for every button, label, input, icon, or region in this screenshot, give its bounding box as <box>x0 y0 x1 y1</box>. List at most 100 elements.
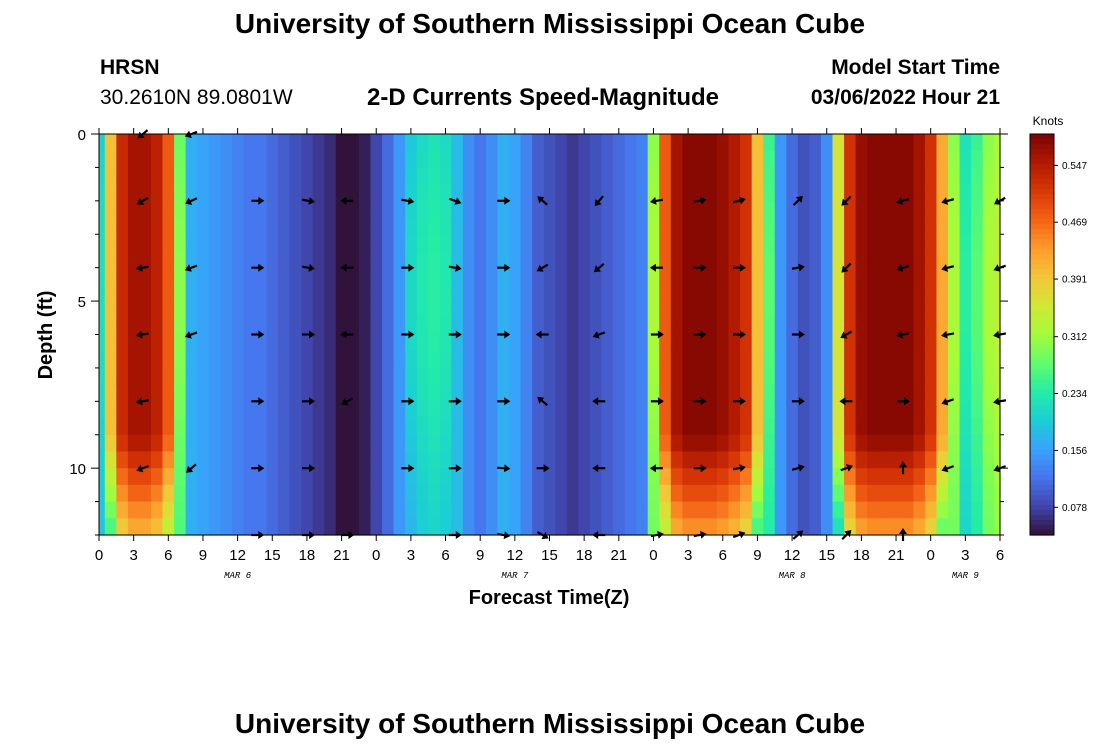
heatmap-cell <box>751 217 764 235</box>
current-arrow-head <box>340 330 347 339</box>
heatmap-cell <box>774 351 787 369</box>
heatmap-cell <box>335 267 348 285</box>
heatmap-cell <box>959 217 972 235</box>
heatmap-cell <box>231 200 244 219</box>
heatmap-cell <box>901 401 914 419</box>
heatmap-cell <box>774 234 787 252</box>
heatmap-cell <box>936 334 949 352</box>
heatmap-cell <box>555 200 568 219</box>
heatmap-cell <box>208 317 221 336</box>
heatmap-cell <box>832 167 845 185</box>
heatmap-cell <box>278 284 291 302</box>
heatmap-cell <box>936 501 949 519</box>
heatmap-cell <box>439 518 452 536</box>
heatmap-cell <box>716 150 730 169</box>
heatmap-cell <box>832 451 845 469</box>
heatmap-cell <box>901 468 914 486</box>
heatmap-cell <box>786 501 799 519</box>
heatmap-cell <box>809 317 822 336</box>
colorbar-tick-label: 0.469 <box>1062 218 1087 229</box>
heatmap-cell <box>820 351 834 369</box>
heatmap-cell <box>243 351 256 369</box>
heatmap-cell <box>982 451 995 469</box>
heatmap-cell <box>358 217 372 235</box>
heatmap-cell <box>901 334 914 352</box>
heatmap-cell <box>301 351 314 369</box>
heatmap-cell <box>485 351 499 369</box>
heatmap-cell <box>913 134 926 152</box>
heatmap-cell <box>324 150 337 169</box>
heatmap-cell <box>174 484 187 503</box>
heatmap-cell <box>832 234 845 252</box>
heatmap-cell <box>566 501 579 519</box>
heatmap-cell <box>243 468 256 486</box>
heatmap-cell <box>705 434 718 453</box>
heatmap-cell <box>104 200 117 219</box>
current-arrow-head <box>137 131 145 139</box>
heatmap-cell <box>844 334 857 352</box>
heatmap-cell <box>740 284 753 302</box>
heatmap-cell <box>786 434 799 453</box>
heatmap-cell <box>624 384 637 402</box>
heatmap-cell <box>578 301 591 319</box>
heatmap-cell <box>139 267 152 285</box>
heatmap-cell <box>358 250 372 269</box>
heatmap-cell <box>451 134 464 152</box>
current-arrow <box>732 397 746 406</box>
heatmap-cell <box>428 184 441 202</box>
heatmap-cell <box>520 267 533 285</box>
heatmap-cell <box>659 167 672 185</box>
colorbar-segment <box>1030 469 1054 476</box>
heatmap-cell <box>416 150 429 169</box>
heatmap-cell <box>982 384 995 402</box>
current-arrow <box>896 197 910 205</box>
heatmap-cell <box>416 284 429 302</box>
heatmap-cell <box>335 217 348 235</box>
heatmap-cell <box>312 150 325 169</box>
heatmap-cell <box>231 384 244 402</box>
heatmap-cell <box>959 367 972 386</box>
heatmap-cell <box>682 367 695 386</box>
colorbar-segment <box>1030 144 1054 150</box>
heatmap-cell <box>497 351 510 369</box>
heatmap-cell <box>901 317 914 336</box>
heatmap-cell <box>878 468 891 486</box>
heatmap-cell <box>751 367 764 386</box>
heatmap-cell <box>462 150 476 169</box>
current-arrow-head <box>593 265 602 273</box>
heatmap-cell <box>99 301 106 319</box>
heatmap-cell <box>820 234 834 252</box>
colorbar-segment <box>1030 304 1054 311</box>
colorbar-segment <box>1030 344 1054 351</box>
current-arrow-head <box>258 397 265 406</box>
heatmap-cell <box>220 184 233 202</box>
heatmap-cell <box>855 250 868 269</box>
heatmap-cell <box>301 451 314 469</box>
current-arrow-head <box>592 331 600 339</box>
heatmap-cell <box>636 418 649 436</box>
current-arrow <box>839 397 853 406</box>
heatmap-cell <box>797 317 810 336</box>
heatmap-cell <box>728 384 741 402</box>
heatmap-cell <box>197 284 210 302</box>
heatmap-cell <box>890 134 903 152</box>
heatmap-cell <box>358 134 372 152</box>
heatmap-cell <box>382 200 395 219</box>
heatmap-cell <box>289 468 302 486</box>
heatmap-cell <box>555 234 568 252</box>
heatmap-cell <box>578 518 591 536</box>
heatmap-cell <box>682 217 695 235</box>
heatmap-cell <box>451 167 464 185</box>
heatmap-cell <box>913 501 926 519</box>
heatmap-cell <box>197 184 210 202</box>
heatmap-cell <box>474 134 487 152</box>
heatmap-cell <box>624 200 637 219</box>
heatmap-cell <box>208 367 221 386</box>
heatmap-cell <box>289 484 302 503</box>
heatmap-cell <box>370 184 383 202</box>
current-arrow <box>401 197 415 205</box>
heatmap-cell <box>982 301 995 319</box>
heatmap-cell <box>197 484 210 503</box>
heatmap-cell <box>948 401 961 419</box>
heatmap-cell <box>913 418 926 436</box>
